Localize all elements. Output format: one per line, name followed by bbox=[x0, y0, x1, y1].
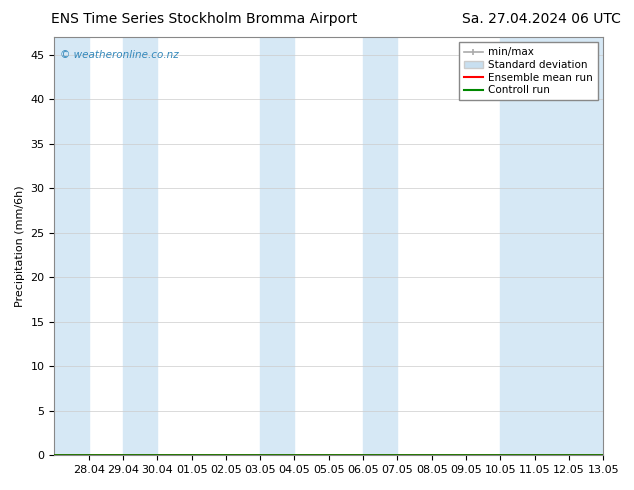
Text: Sa. 27.04.2024 06 UTC: Sa. 27.04.2024 06 UTC bbox=[462, 12, 621, 26]
Legend: min/max, Standard deviation, Ensemble mean run, Controll run: min/max, Standard deviation, Ensemble me… bbox=[459, 42, 598, 100]
Bar bbox=[500, 37, 603, 455]
Bar bbox=[260, 37, 295, 455]
Bar bbox=[55, 37, 89, 455]
Text: © weatheronline.co.nz: © weatheronline.co.nz bbox=[60, 49, 179, 60]
Bar bbox=[363, 37, 398, 455]
Y-axis label: Precipitation (mm/6h): Precipitation (mm/6h) bbox=[15, 185, 25, 307]
Bar bbox=[123, 37, 157, 455]
Text: ENS Time Series Stockholm Bromma Airport: ENS Time Series Stockholm Bromma Airport bbox=[51, 12, 357, 26]
